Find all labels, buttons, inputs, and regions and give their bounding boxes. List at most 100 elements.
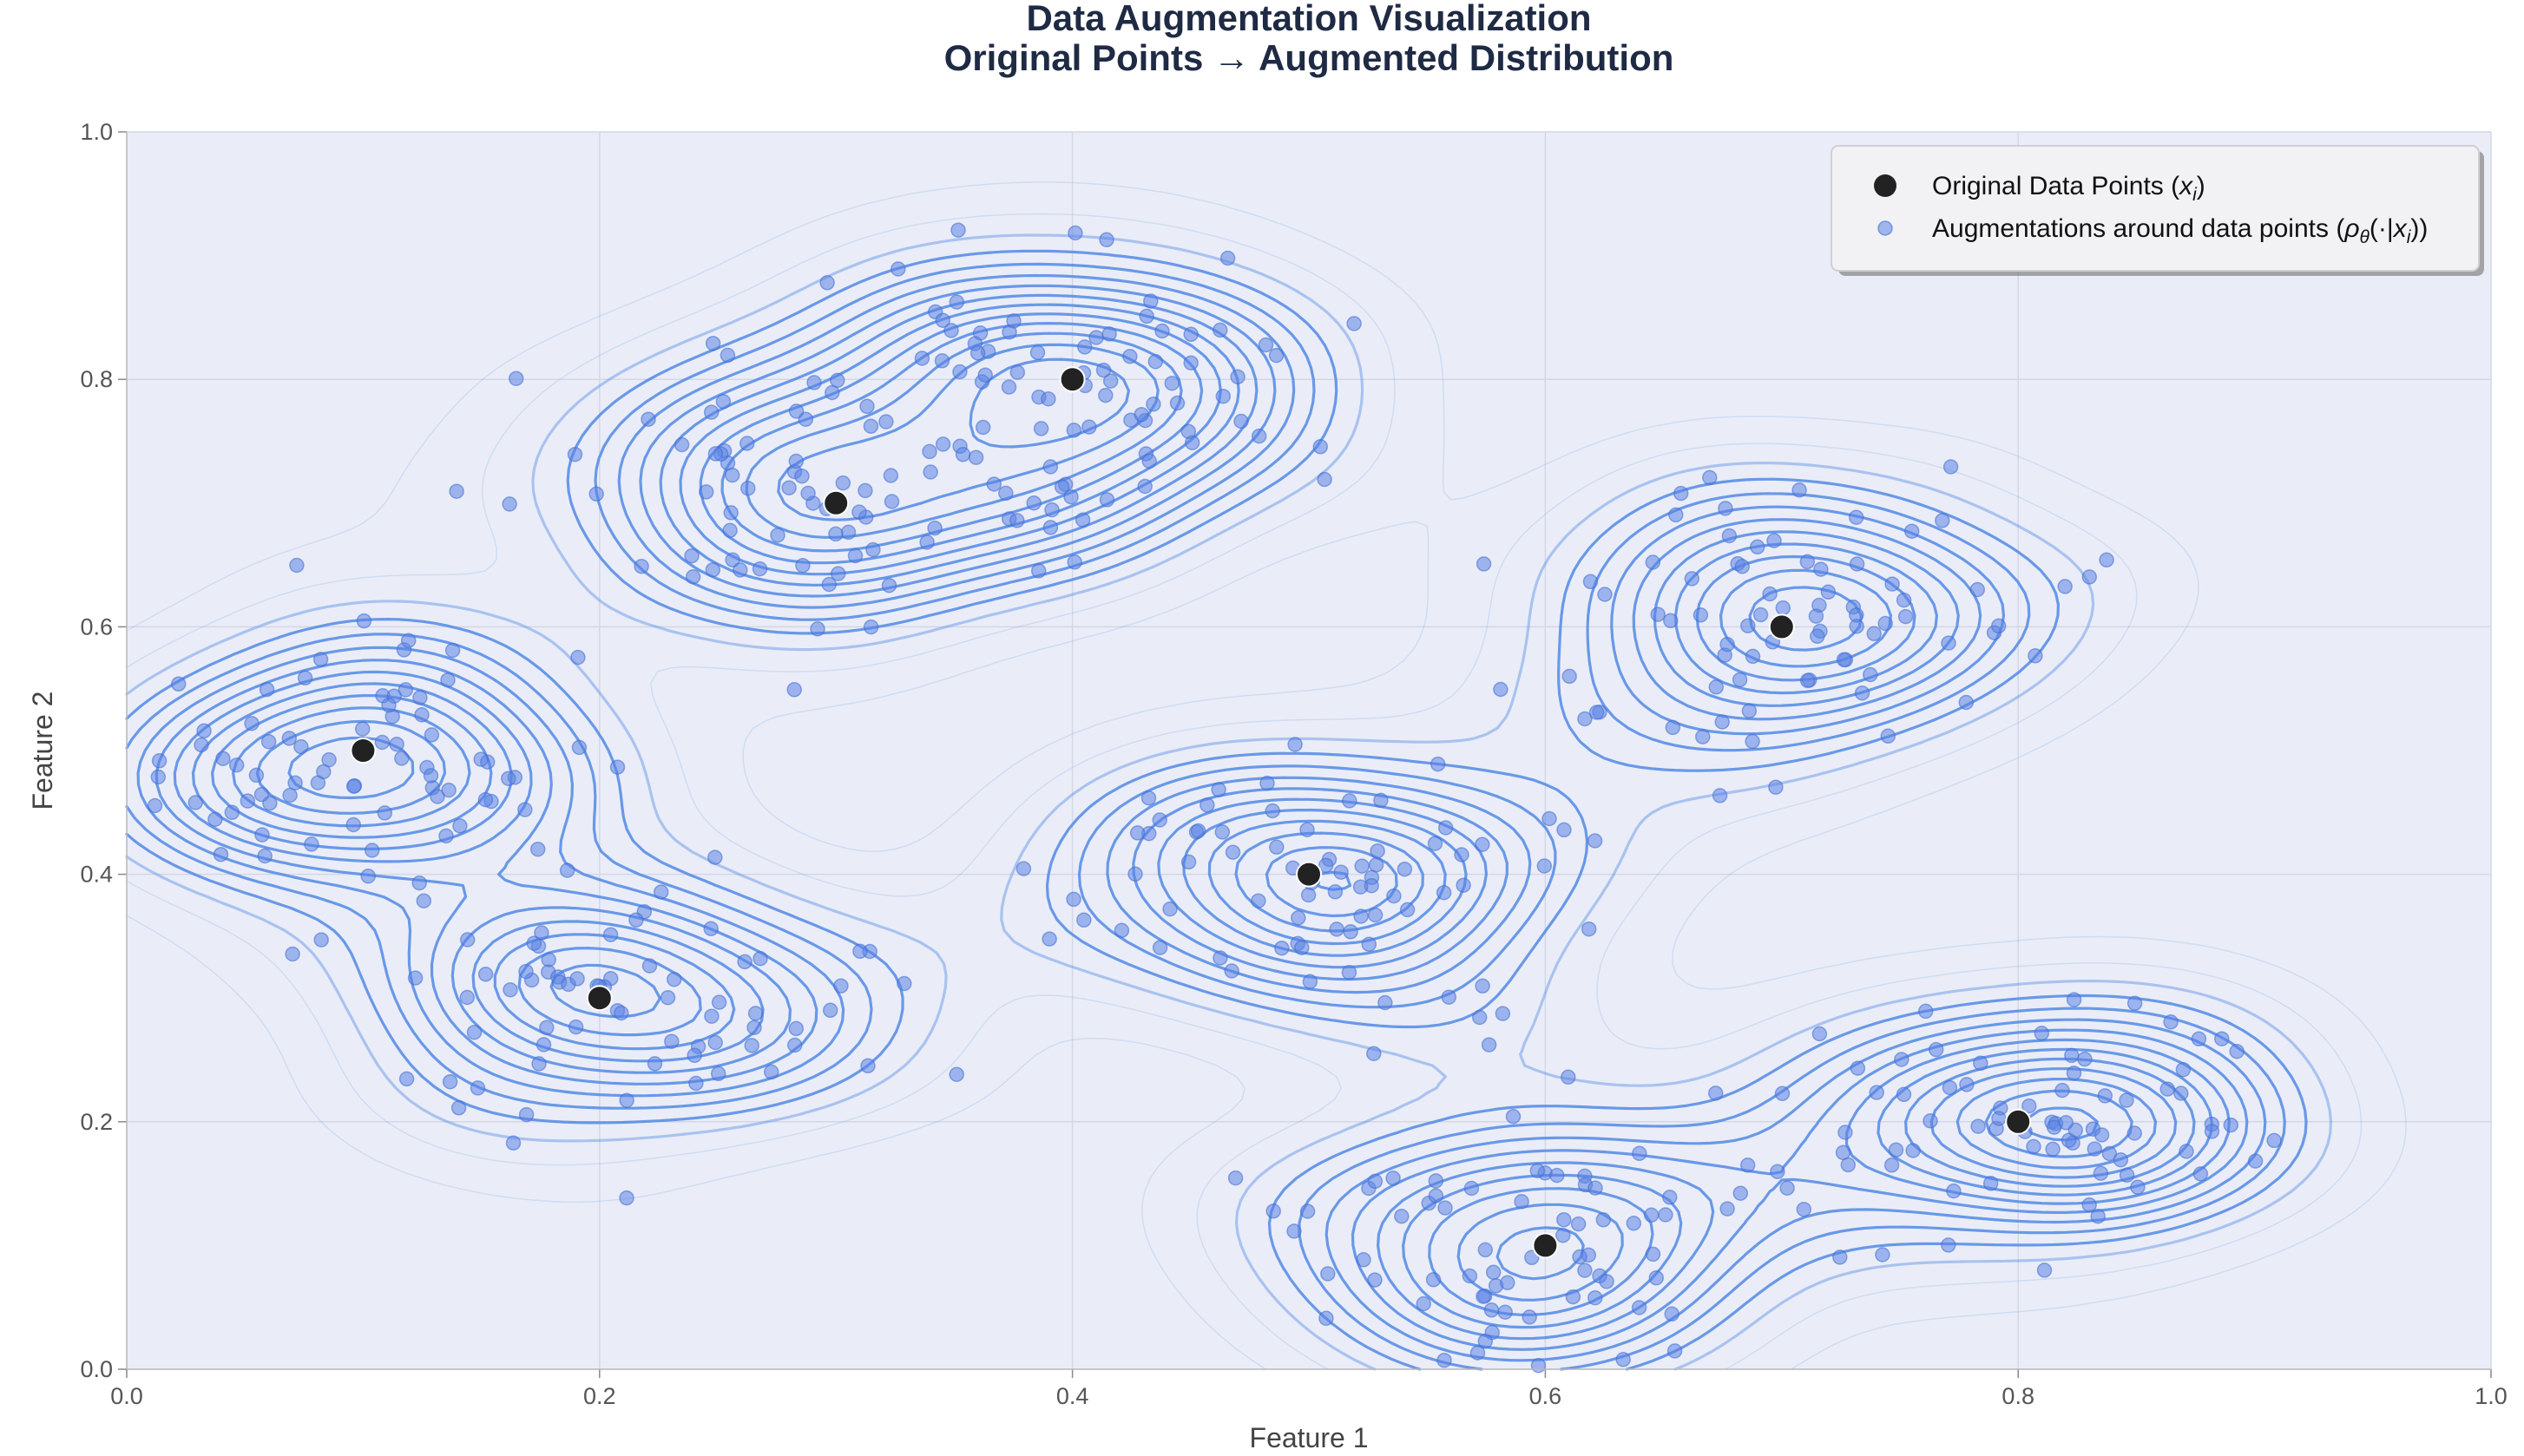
augmentation-point — [1799, 554, 1816, 570]
augmentation-point — [707, 849, 723, 865]
augmentation-point — [2036, 1263, 2053, 1278]
augmentation-point — [707, 1034, 723, 1051]
augmentation-point — [1098, 387, 1114, 403]
augmentation-point — [1970, 1118, 1986, 1134]
augmentation-point — [1265, 803, 1280, 819]
augmentation-point — [444, 642, 461, 659]
augmentation-point — [952, 364, 968, 380]
augmentation-point — [1476, 1289, 1491, 1304]
augmentation-point — [1775, 600, 1791, 616]
augmentation-point — [2099, 552, 2114, 568]
augmentation-point — [1114, 922, 1130, 939]
augmentation-point — [614, 1005, 629, 1021]
augmentation-point — [1180, 854, 1197, 870]
augmentation-point — [450, 1100, 467, 1116]
augmentation-point — [1524, 1249, 1540, 1266]
augmentation-point — [398, 1071, 415, 1087]
augmentation-point — [1427, 836, 1443, 851]
augmentation-point — [1808, 608, 1824, 624]
augmentation-point — [825, 384, 840, 401]
augmentation-point — [1140, 790, 1157, 806]
augmentation-point — [1477, 1242, 1494, 1258]
augmentation-point — [1522, 1309, 1537, 1325]
augmentation-point — [1233, 413, 1249, 430]
augmentation-point — [1658, 1207, 1673, 1223]
augmentation-point — [1577, 711, 1593, 727]
augmentation-point — [1361, 936, 1377, 953]
augmentation-point — [1475, 836, 1490, 852]
augmentation-point — [196, 723, 212, 739]
augmentation-point — [1214, 824, 1231, 840]
augmentation-point — [293, 738, 309, 755]
augmentation-point — [2066, 1065, 2082, 1081]
augmentation-point — [1577, 1263, 1593, 1278]
augmentation-point — [459, 932, 476, 948]
augmentation-point — [2097, 1088, 2113, 1104]
augmentation-point — [752, 561, 768, 577]
augmentation-point — [1077, 339, 1093, 355]
augmentation-point — [1299, 1203, 1316, 1219]
augmentation-point — [1095, 362, 1112, 378]
augmentation-point — [1437, 1200, 1453, 1216]
augmentation-point — [1587, 1289, 1603, 1306]
augmentation-point — [950, 222, 966, 238]
augmentation-point — [863, 418, 879, 434]
augmentation-point — [1631, 1300, 1647, 1315]
augmentation-point — [304, 836, 319, 852]
augmentation-point — [559, 862, 575, 878]
augmentation-point — [710, 1066, 726, 1082]
augmentation-point — [943, 323, 959, 338]
augmentation-point — [2173, 1085, 2189, 1101]
augmentation-point — [1935, 513, 1950, 528]
augmentation-point — [1668, 507, 1684, 523]
augmentation-point — [1317, 471, 1332, 488]
augmentation-point — [1897, 608, 1914, 625]
augmentation-point — [224, 804, 240, 821]
augmentation-point — [883, 468, 899, 483]
augmentation-point — [1588, 705, 1605, 720]
augmentation-point — [1183, 326, 1199, 343]
augmentation-point — [207, 811, 223, 827]
augmentation-point — [536, 1037, 552, 1053]
augmentation-point — [619, 1092, 634, 1108]
augmentation-point — [1029, 344, 1046, 361]
augmentation-point — [2093, 1165, 2109, 1181]
augmentation-point — [1102, 373, 1119, 389]
augmentation-point — [1329, 921, 1344, 937]
augmentation-point — [821, 576, 838, 593]
augmentation-point — [1529, 1163, 1546, 1178]
augmentation-point — [1942, 459, 1959, 475]
augmentation-point — [1152, 812, 1167, 828]
augmentation-point — [1366, 1046, 1382, 1061]
augmentation-point — [1810, 628, 1825, 645]
augmentation-point — [1719, 1201, 1735, 1217]
augmentation-point — [2081, 1197, 2097, 1213]
augmentation-point — [923, 464, 938, 480]
original-point — [1296, 861, 1322, 888]
augmentation-point — [788, 403, 805, 419]
augmentation-point — [986, 476, 1002, 492]
augmentation-point — [763, 1064, 779, 1080]
y-tick-label: 0.4 — [80, 862, 113, 888]
x-tick-label: 0.0 — [110, 1383, 143, 1409]
augmentation-point — [847, 548, 864, 564]
augmentation-point — [2021, 1098, 2037, 1114]
augmentation-point — [1333, 864, 1349, 880]
augmentation-point — [1779, 1180, 1795, 1196]
augmentation-point — [470, 1080, 486, 1096]
augmentation-point — [1425, 1272, 1442, 1288]
augmentation-point — [2175, 1061, 2192, 1078]
augmentation-point — [213, 846, 229, 862]
augmentation-point — [1684, 571, 1700, 587]
augmentation-point — [316, 764, 332, 780]
augmentation-point — [1880, 728, 1896, 744]
augmentation-point — [1042, 520, 1059, 535]
augmentation-point — [285, 946, 300, 962]
y-tick-label: 0.6 — [80, 613, 113, 639]
augmentation-point — [1367, 907, 1384, 923]
augmentation-point — [477, 791, 494, 808]
augmentation-point — [1752, 607, 1769, 623]
augmentation-point — [806, 375, 822, 390]
legend-augmentation-marker — [1877, 220, 1893, 236]
augmentation-point — [2119, 1167, 2135, 1184]
